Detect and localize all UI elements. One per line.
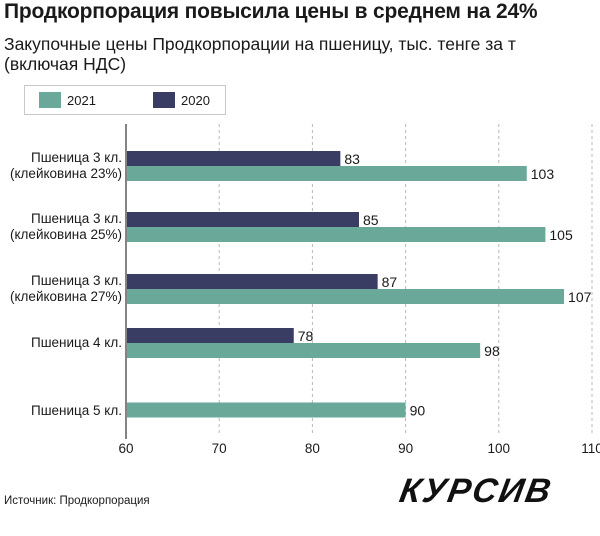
chart-title: Продкорпорация повысила цены в среднем н… xyxy=(4,0,538,23)
category-label: Пшеница 3 кл. xyxy=(31,211,122,226)
x-tick-label: 70 xyxy=(212,441,227,456)
bar-2021 xyxy=(127,343,481,358)
bar-2020 xyxy=(127,151,341,166)
legend-item-2020: 2020 xyxy=(153,92,210,108)
x-tick-label: 90 xyxy=(398,441,413,456)
x-tick-label: 100 xyxy=(488,441,511,456)
x-tick-label: 60 xyxy=(118,441,133,456)
bar-2021 xyxy=(127,289,565,304)
category-label: (клейковина 27%) xyxy=(10,289,122,304)
bar-2020 xyxy=(127,212,359,227)
data-label-2021: 105 xyxy=(549,227,573,243)
legend-swatch-2020 xyxy=(153,92,175,108)
x-tick-label: 80 xyxy=(305,441,320,456)
category-label: Пшеница 3 кл. xyxy=(31,150,122,165)
source-note: Источник: Продкорпорация xyxy=(4,495,150,507)
bar-2020 xyxy=(127,274,378,289)
bar-2021 xyxy=(127,166,527,181)
category-label: Пшеница 3 кл. xyxy=(31,273,122,288)
data-label-2020: 87 xyxy=(382,274,398,290)
legend: 2021 2020 xyxy=(24,85,226,115)
bar-2021 xyxy=(127,227,546,242)
data-label-2020: 78 xyxy=(298,328,314,344)
category-label: Пшеница 4 кл. xyxy=(31,335,122,350)
legend-item-2021: 2021 xyxy=(39,92,96,108)
publisher-logo: КУРСИВ xyxy=(396,472,556,510)
x-tick-label: 110 xyxy=(581,441,600,456)
data-label-2021: 107 xyxy=(568,289,592,305)
data-label-2020: 85 xyxy=(363,212,379,228)
category-label: Пшеница 5 кл. xyxy=(31,403,122,418)
legend-swatch-2021 xyxy=(39,92,61,108)
bar-2020 xyxy=(127,328,294,343)
data-label-2021: 90 xyxy=(410,403,426,419)
data-label-2020: 83 xyxy=(344,151,360,167)
legend-label-2020: 2020 xyxy=(181,92,210,108)
data-label-2021: 98 xyxy=(484,343,500,359)
chart-subtitle: Закупочные цены Продкорпорации на пшениц… xyxy=(4,34,516,74)
legend-label-2021: 2021 xyxy=(67,92,96,108)
category-label: (клейковина 23%) xyxy=(10,166,122,181)
bar-2021 xyxy=(127,402,406,418)
data-label-2021: 103 xyxy=(531,166,555,182)
category-label: (клейковина 25%) xyxy=(10,227,122,242)
